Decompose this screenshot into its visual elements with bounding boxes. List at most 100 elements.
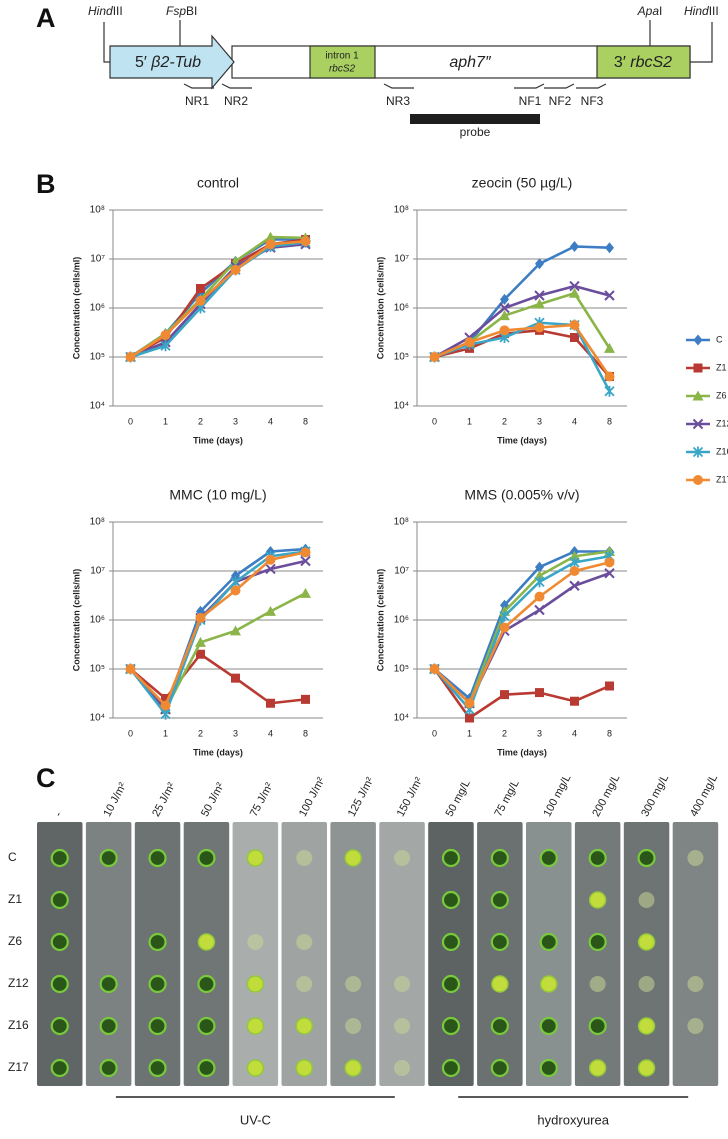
probe-bar (410, 114, 540, 124)
marker (125, 352, 136, 362)
y-tick-label: 10⁸ (90, 205, 105, 216)
primer-label: NF1 (519, 94, 542, 108)
panel-label: B (36, 169, 56, 199)
marker (300, 555, 311, 567)
marker (570, 696, 579, 706)
marker (569, 550, 580, 561)
x-tick-label: 1 (163, 416, 168, 426)
series-line (433, 561, 610, 705)
colony-spot (148, 1058, 167, 1078)
x-axis-label: Time (days) (497, 435, 547, 445)
panel-label: A (36, 3, 56, 33)
x-tick-label: 8 (607, 416, 612, 426)
colony-spot (490, 932, 509, 952)
marker (605, 681, 614, 691)
y-tick-label: 10⁸ (90, 517, 105, 528)
marker (125, 664, 136, 674)
y-tick-label: 10⁶ (394, 303, 409, 314)
x-tick-label: 1 (467, 728, 472, 738)
x-tick-label: 2 (502, 728, 507, 738)
colony-spot (491, 975, 509, 993)
site-line (103, 22, 110, 63)
y-tick-label: 10⁷ (394, 254, 409, 265)
colony-spot (687, 850, 704, 866)
colony-spot (148, 932, 167, 952)
colony-spot (441, 974, 461, 994)
marker (265, 605, 276, 616)
group-label: hydroxyurea (537, 1112, 609, 1127)
primer-label: NF2 (549, 94, 572, 108)
terminator-label: 3′ rbcS2 (614, 54, 672, 71)
construct-diagram (103, 20, 713, 124)
site-label: HindIII (684, 4, 719, 18)
colony-spot (344, 849, 362, 867)
primer-label: NR2 (224, 94, 248, 108)
series-line (433, 668, 611, 720)
plate-strip (330, 822, 376, 1086)
primer (514, 83, 545, 89)
colony-spot (441, 890, 461, 910)
marker (265, 563, 276, 575)
probe-label: probe (460, 125, 491, 139)
y-axis-label: Concentration (cells/ml) (375, 257, 385, 360)
colony-spot (588, 932, 607, 952)
x-tick-label: 3 (233, 728, 238, 738)
x-tick-label: 2 (198, 728, 203, 738)
colony-spot (197, 1016, 216, 1036)
marker (301, 694, 310, 704)
marker (569, 566, 580, 576)
plate-strip (281, 822, 327, 1086)
x-tick-label: 4 (572, 416, 577, 426)
marker (604, 342, 615, 353)
marker (534, 604, 545, 616)
marker (693, 334, 703, 346)
y-tick-label: 10⁷ (90, 566, 105, 577)
colony-spot (99, 1058, 118, 1078)
marker (160, 330, 171, 341)
marker (161, 694, 170, 704)
marker (604, 290, 615, 301)
colony-spot (540, 975, 558, 993)
marker (464, 698, 475, 709)
series-line (433, 550, 610, 700)
marker (266, 698, 275, 708)
site-name: I (659, 4, 662, 18)
colony-spot (637, 848, 656, 868)
x-tick-label: 8 (303, 416, 308, 426)
colony-spot (246, 1059, 265, 1077)
legend-label: Z16 (716, 446, 728, 456)
group-label: UV-C (240, 1112, 271, 1127)
colony-spot (50, 1016, 69, 1036)
y-tick-label: 10⁷ (90, 254, 105, 265)
intron-label: rbcS2 (329, 64, 356, 75)
row-label: Z17 (8, 1060, 29, 1074)
y-tick-label: 10⁶ (90, 303, 105, 314)
primer (576, 83, 607, 89)
colony-spot (589, 976, 606, 992)
colony-spot (148, 1016, 167, 1036)
intron-label: intron 1 (325, 51, 359, 62)
colony-spot (539, 848, 558, 868)
marker (500, 690, 509, 700)
site-name: Fsp (166, 4, 186, 18)
promoter-label: 5′ β2-Tub (135, 54, 201, 71)
primer-label: NR1 (185, 94, 209, 108)
y-tick-label: 10⁶ (394, 615, 409, 626)
colony-spot (490, 848, 509, 868)
marker (692, 418, 704, 430)
legend-label: Z17 (716, 474, 728, 484)
intron-box (309, 45, 376, 79)
x-tick-label: 1 (163, 728, 168, 738)
colony-spot (638, 892, 655, 908)
colony-spot (50, 932, 69, 952)
colony-spot (638, 976, 655, 992)
site-name: Hind (88, 4, 113, 18)
marker (231, 673, 240, 683)
site-line (690, 22, 713, 63)
marker (604, 557, 615, 568)
colony-spot (197, 933, 216, 951)
colony-spot (197, 974, 216, 994)
colony-spot (539, 1016, 558, 1036)
series-line (129, 239, 306, 359)
